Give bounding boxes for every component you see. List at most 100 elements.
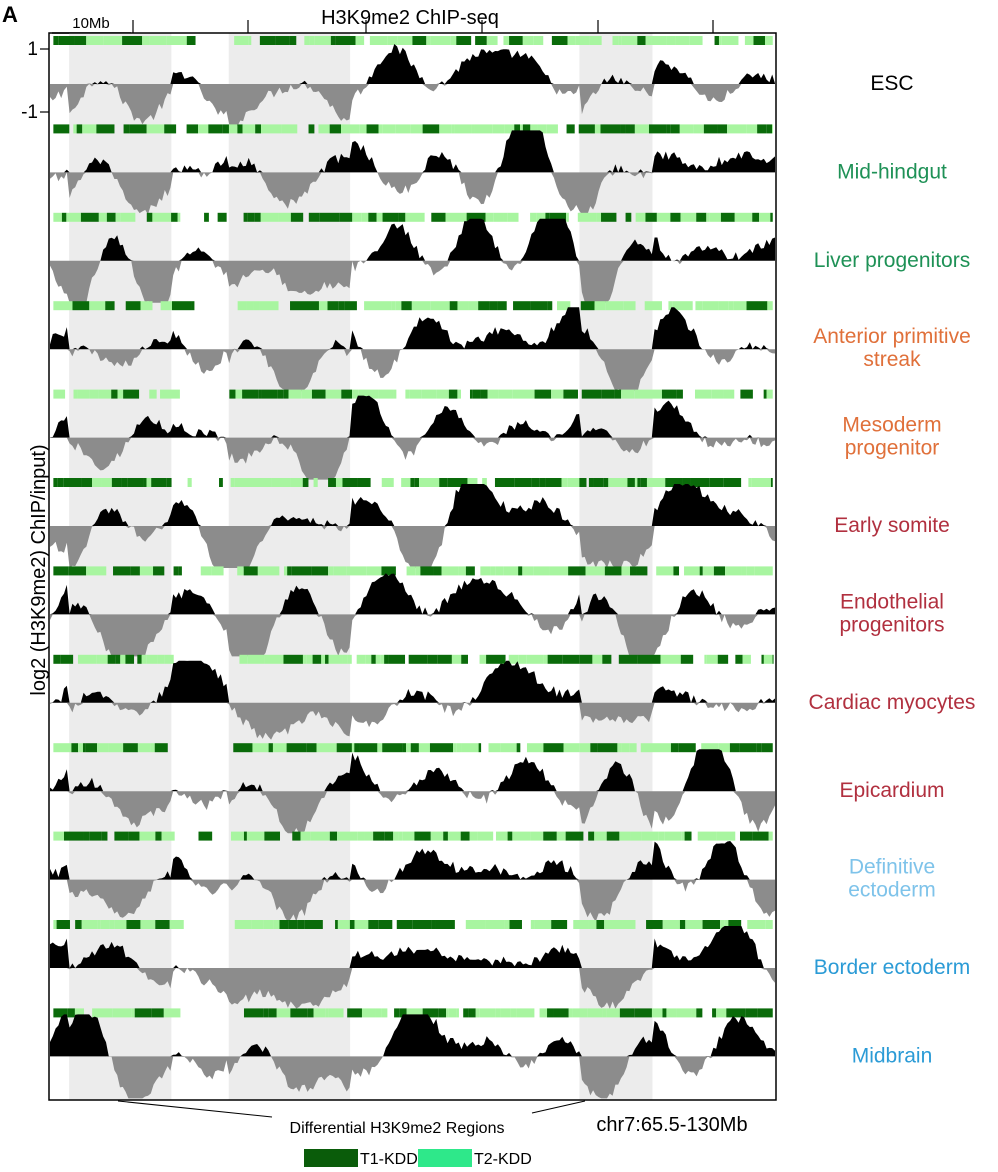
kdd-segment — [259, 301, 279, 311]
kdd-segment — [107, 654, 116, 664]
kdd-segment — [522, 566, 534, 576]
kdd-segment — [287, 566, 292, 576]
kdd-segment — [723, 478, 742, 487]
kdd-segment — [618, 654, 638, 664]
kdd-segment — [528, 389, 535, 399]
kdd-segment — [312, 654, 322, 664]
kdd-segment — [422, 1008, 439, 1018]
kdd-segment — [729, 743, 740, 753]
kdd-segment — [709, 212, 721, 222]
kdd-segment — [465, 566, 475, 576]
kdd-segment — [487, 389, 499, 399]
kdd-segment — [114, 920, 127, 929]
kdd-segment — [589, 36, 602, 45]
kdd-segment — [346, 566, 367, 576]
kdd-segment — [98, 389, 112, 399]
kdd-segment — [451, 654, 462, 664]
kdd-segment — [120, 654, 126, 664]
kdd-segment — [81, 478, 93, 487]
kdd-segment — [81, 920, 98, 929]
kdd-segment — [721, 36, 739, 45]
kdd-segment — [747, 920, 766, 929]
kdd-segment — [306, 743, 317, 753]
kdd-segment — [516, 1008, 535, 1018]
kdd-segment — [313, 478, 318, 487]
kdd-segment — [693, 124, 704, 134]
kdd-segment — [217, 212, 227, 222]
kdd-segment — [233, 743, 253, 753]
kdd-segment — [475, 1008, 480, 1018]
kdd-segment — [177, 212, 181, 222]
kdd-segment — [648, 124, 667, 134]
kdd-segment — [108, 743, 124, 753]
kdd-segment — [166, 478, 172, 487]
kdd-segment — [490, 566, 496, 576]
kdd-segment — [767, 301, 773, 311]
kdd-segment — [310, 831, 330, 841]
kdd-segment — [457, 389, 461, 399]
kdd-segment — [568, 566, 586, 576]
kdd-segment — [495, 1008, 501, 1018]
kdd-segment — [634, 124, 649, 134]
kdd-segment — [466, 212, 486, 222]
kdd-segment — [562, 654, 580, 664]
kdd-segment — [395, 124, 411, 134]
kdd-segment — [153, 566, 165, 576]
kdd-segment — [763, 566, 773, 576]
track-10 — [50, 831, 775, 922]
kdd-segment — [588, 831, 595, 841]
scale-bar-label: 10Mb — [72, 15, 110, 32]
kdd-segment — [89, 301, 106, 311]
kdd-segment — [664, 831, 682, 841]
kdd-segment — [526, 654, 544, 664]
kdd-segment — [618, 36, 622, 45]
kdd-segment — [125, 654, 135, 664]
kdd-segment — [271, 478, 291, 487]
kdd-segment — [318, 301, 328, 311]
kdd-segment — [340, 124, 360, 134]
kdd-segment — [397, 36, 413, 45]
kdd-segment — [286, 743, 307, 753]
signal-tracks — [50, 36, 775, 1099]
kdd-segment — [766, 124, 773, 134]
kdd-segment — [514, 124, 520, 134]
kdd-segment — [498, 389, 513, 399]
kdd-segment — [365, 654, 372, 664]
negative-signal-area — [50, 879, 775, 922]
kdd-segment — [694, 389, 712, 399]
kdd-segment — [127, 478, 144, 487]
kdd-segment — [646, 478, 666, 487]
kdd-segment — [164, 654, 174, 664]
kdd-segment — [684, 566, 700, 576]
kdd-segment — [278, 212, 291, 222]
kdd-segment — [644, 301, 662, 311]
kdd-segment — [543, 743, 564, 753]
kdd-segment — [306, 654, 313, 664]
kdd-segment — [380, 654, 385, 664]
kdd-segment — [748, 478, 752, 487]
kdd-segment — [717, 124, 728, 134]
kdd-segment — [660, 654, 681, 664]
kdd-segment — [164, 124, 177, 134]
kdd-segment — [73, 124, 77, 134]
kdd-segment — [307, 1008, 314, 1018]
kdd-segment — [477, 831, 485, 841]
kdd-segment — [684, 831, 692, 841]
kdd-segment — [666, 36, 676, 45]
kdd-segment — [115, 212, 121, 222]
kdd-segment — [578, 124, 595, 134]
kdd-segment — [75, 920, 82, 929]
kdd-segment — [235, 389, 243, 399]
kdd-segment — [617, 743, 622, 753]
track-label-10: Definitive ectoderm — [848, 856, 936, 902]
kdd-segment — [594, 124, 601, 134]
kdd-segment — [494, 478, 515, 487]
kdd-segment — [150, 743, 155, 753]
kdd-segment — [712, 1008, 717, 1018]
kdd-segment — [410, 478, 415, 487]
kdd-segment — [187, 478, 192, 487]
kdd-segment — [248, 36, 252, 45]
kdd-segment — [661, 389, 677, 399]
kdd-segment — [366, 566, 382, 576]
kdd-segment — [234, 36, 249, 45]
